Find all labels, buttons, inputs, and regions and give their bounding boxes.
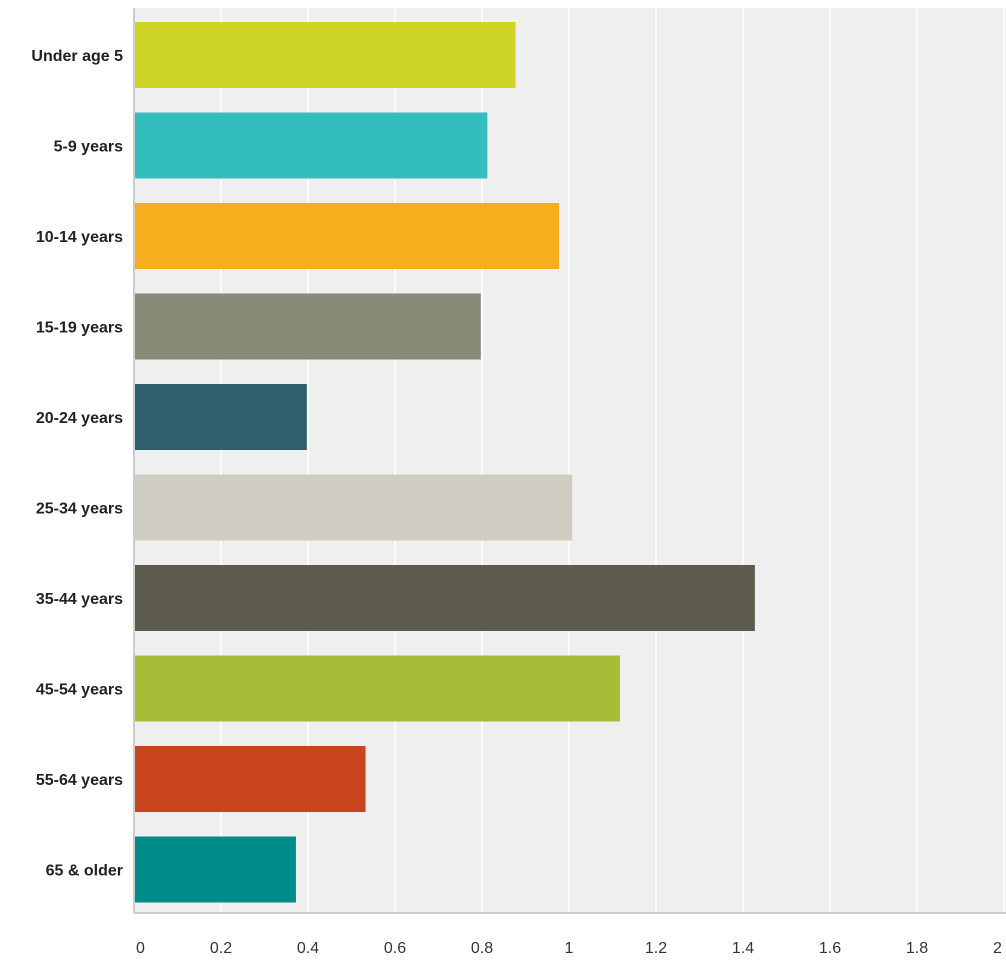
category-label: Under age 5 (31, 48, 123, 65)
bar (135, 474, 573, 541)
category-label: 35-44 years (36, 591, 123, 608)
bar (135, 203, 560, 269)
category-label: 10-14 years (36, 229, 123, 246)
category-label: 5-9 years (54, 139, 123, 156)
x-tick-label: 1.2 (645, 940, 667, 957)
x-tick-label: 0.8 (471, 940, 493, 957)
x-tick-label: 1.6 (819, 940, 841, 957)
x-tick-label: 2 (993, 940, 1002, 957)
x-tick-label: 0.4 (297, 940, 319, 957)
category-label: 15-19 years (36, 320, 123, 337)
category-labels: Under age 5 5-9 years 10-14 years 15-19 yea… (31, 48, 123, 880)
bar (135, 22, 516, 88)
bar (135, 384, 307, 450)
x-tick-label: 0.6 (384, 940, 406, 957)
category-label: 45-54 years (36, 682, 123, 699)
bar (135, 565, 755, 631)
category-label: 20-24 years (36, 410, 123, 427)
category-label: 65 & older (46, 863, 123, 880)
bar (135, 836, 296, 903)
bars (135, 22, 755, 903)
bar (135, 746, 366, 812)
bar (135, 655, 621, 722)
category-label: 55-64 years (36, 772, 123, 789)
bar (135, 293, 481, 360)
x-tick-label: 1.8 (906, 940, 928, 957)
bar (135, 112, 488, 179)
category-label: 25-34 years (36, 501, 123, 518)
x-tick-label: 1.4 (732, 940, 754, 957)
x-tick-labels: 0 0.2 0.4 0.6 0.8 1 1.2 1.4 1.6 1.8 2 (136, 940, 1002, 957)
x-tick-label: 0 (136, 940, 145, 957)
x-tick-label: 0.2 (210, 940, 232, 957)
x-tick-label: 1 (565, 940, 574, 957)
